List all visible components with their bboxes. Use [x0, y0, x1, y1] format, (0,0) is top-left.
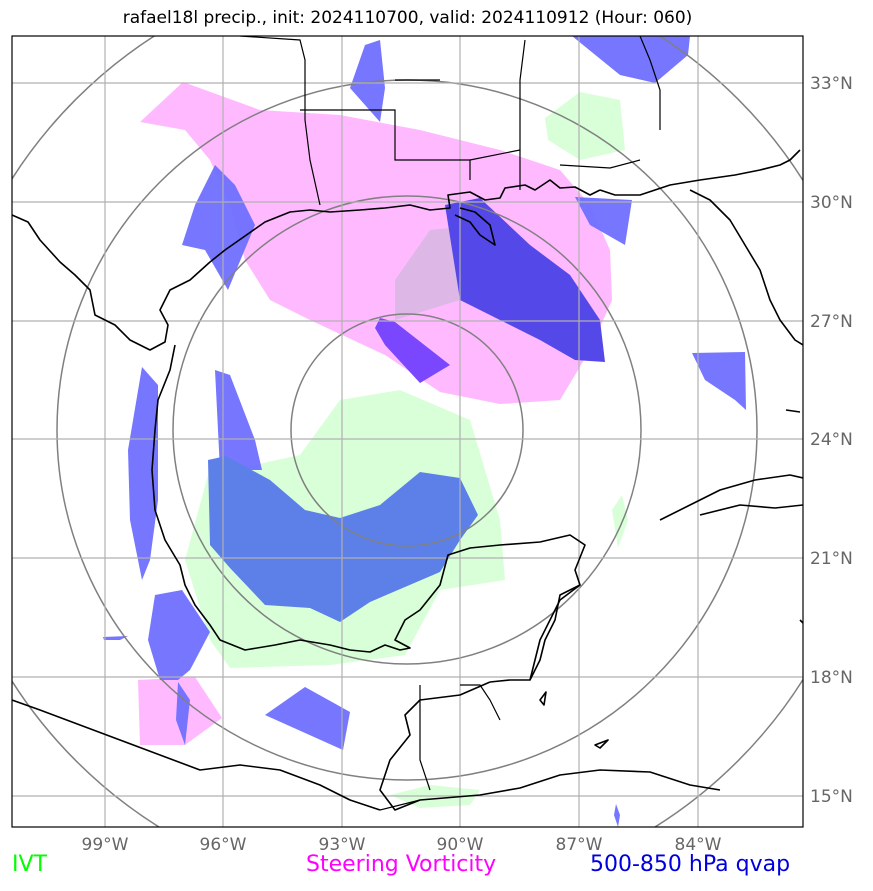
legend-steering-vorticity: Steering Vorticity — [306, 852, 497, 877]
borders — [239, 36, 661, 811]
lat-labels: 33°N 30°N 27°N 24°N 21°N 18°N 15°N — [810, 74, 853, 807]
lat-label: 15°N — [810, 787, 853, 807]
lon-label: 93°W — [319, 835, 366, 855]
lon-label: 84°W — [675, 835, 722, 855]
qvap-main — [208, 456, 478, 622]
legend-qvap: 500-850 hPa qvap — [590, 852, 791, 877]
map-title: rafael18l precip., init: 2024110700, val… — [122, 8, 693, 28]
lon-labels: 99°W 96°W 93°W 90°W 87°W 84°W — [82, 835, 722, 855]
lon-label: 99°W — [82, 835, 129, 855]
lon-label: 90°W — [437, 835, 484, 855]
lat-label: 24°N — [810, 430, 853, 450]
lon-label: 96°W — [200, 835, 247, 855]
lat-label: 21°N — [810, 549, 853, 569]
lon-label: 87°W — [556, 835, 603, 855]
legend-ivt: IVT — [12, 852, 47, 877]
coastlines — [12, 149, 803, 811]
lat-label: 27°N — [810, 312, 853, 332]
qvap-small — [375, 318, 450, 383]
lat-label: 18°N — [810, 668, 853, 688]
lat-label: 30°N — [810, 193, 853, 213]
qvap-field — [103, 36, 746, 827]
map-frame — [11, 35, 804, 828]
lat-label: 33°N — [810, 74, 853, 94]
